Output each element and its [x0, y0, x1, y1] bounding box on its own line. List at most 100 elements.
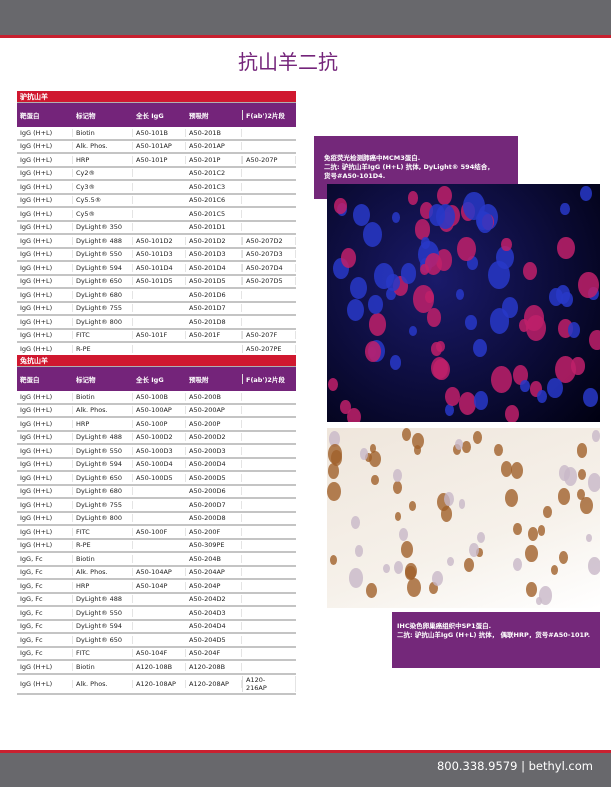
table-cell: IgG, Fc — [17, 568, 73, 577]
table-cell: A50-201D1 — [186, 223, 242, 232]
table-cell: IgG (H+L) — [17, 433, 73, 442]
table-row: IgG (H+L) DyLight® 680 A50-200D6 — [17, 486, 296, 499]
table-cell: IgG (H+L) — [17, 487, 73, 496]
table-row: IgG (H+L) DyLight® 350 A50-201D1 — [17, 222, 296, 235]
table-cell: HRP — [73, 155, 133, 164]
cell-nucleus — [458, 499, 466, 509]
section-title: 兔抗山羊 — [17, 355, 296, 367]
table-cell: A50-100D3 — [133, 446, 186, 455]
table-row: IgG (H+L) FITC A50-101F A50-201F A50-207F — [17, 330, 296, 343]
cell-nucleus — [364, 340, 382, 362]
cell-nucleus — [371, 474, 379, 485]
cell-nucleus — [463, 557, 475, 573]
table-cell: DyLight® 594 — [73, 460, 133, 469]
table-cell: Biotin — [73, 392, 133, 401]
cell-nucleus — [407, 578, 422, 598]
cell-nucleus — [365, 582, 377, 599]
table-cell: A120-208B — [186, 662, 242, 671]
table-cell: A50-201D3 — [186, 250, 242, 259]
table-cell: A50-200D4 — [186, 460, 242, 469]
cell-nucleus — [472, 430, 483, 445]
cell-nucleus — [425, 252, 443, 275]
table-cell: A50-100AP — [133, 406, 186, 415]
table-cell: A50-200D7 — [186, 500, 242, 509]
table-cell: A50-207PE — [242, 344, 296, 353]
table-row: IgG (H+L) Alk. Phos. A50-101AP A50-201AP — [17, 141, 296, 154]
table-cell: A50-204D5 — [186, 635, 242, 644]
section-title: 驴抗山羊 — [17, 91, 296, 103]
page-title: 抗山羊二抗 — [238, 50, 338, 74]
table-row: IgG (H+L) DyLight® 800 A50-201D8 — [17, 316, 296, 330]
cell-nucleus — [365, 453, 372, 463]
table-cell: FITC — [73, 527, 133, 536]
cell-nucleus — [472, 338, 487, 357]
table-cell: IgG (H+L) — [17, 541, 73, 550]
table-cell: A50-204D2 — [186, 595, 242, 604]
table-cell: DyLight® 550 — [73, 608, 133, 617]
table-cell: DyLight® 488 — [73, 595, 133, 604]
table-cell: IgG (H+L) — [17, 392, 73, 401]
table-cell: A50-201D5 — [186, 277, 242, 286]
table-cell: A50-200D5 — [186, 473, 242, 482]
cell-nucleus — [580, 185, 593, 201]
cell-nucleus — [476, 531, 485, 543]
cell-nucleus — [398, 528, 408, 542]
cell-nucleus — [359, 447, 369, 460]
table-cell: A50-204AP — [186, 568, 242, 577]
table-row: IgG (H+L) FITC A50-100F A50-200F — [17, 526, 296, 540]
cell-nucleus — [505, 488, 519, 508]
table-cell: A50-200P — [186, 419, 242, 428]
table-cell: A120-216AP — [242, 675, 296, 692]
cell-nucleus — [436, 185, 452, 206]
table-row: IgG (H+L) Alk. Phos. A120-108AP A120-208AP A… — [17, 675, 296, 695]
table-cell: R-PE — [73, 344, 133, 353]
table-row: IgG (H+L) DyLight® 488 A50-101D2 A50-201D2 A… — [17, 235, 296, 249]
table-cell: HRP — [73, 581, 133, 590]
caption-line: IHC染色卵巢癌组织中SP1蛋白. — [397, 622, 492, 630]
cell-nucleus — [393, 560, 404, 575]
table-row: IgG (H+L) Alk. Phos. A50-100AP A50-200AP — [17, 405, 296, 418]
cell-nucleus — [462, 441, 471, 454]
table-cell: DyLight® 680 — [73, 290, 133, 299]
table-cell: IgG, Fc — [17, 635, 73, 644]
table-row: IgG (H+L) Cy5.5® A50-201C6 — [17, 195, 296, 208]
cell-nucleus — [431, 341, 443, 357]
table-row: IgG (H+L) DyLight® 650 A50-101D5 A50-201D5 A… — [17, 276, 296, 289]
table-row: IgG (H+L) Biotin A50-100B A50-200B — [17, 391, 296, 405]
footer-divider — [0, 750, 611, 753]
cell-nucleus — [400, 263, 417, 284]
cell-nucleus — [526, 582, 537, 597]
cell-nucleus — [577, 488, 586, 500]
table-cell: A50-204B — [186, 554, 242, 563]
table-cell: A50-204D3 — [186, 608, 242, 617]
table-cell: IgG (H+L) — [17, 304, 73, 313]
cell-nucleus — [429, 582, 438, 594]
table-cell: DyLight® 488 — [73, 236, 133, 245]
table-cell: A50-201C2 — [186, 169, 242, 178]
cell-nucleus — [465, 314, 477, 330]
cell-nucleus — [571, 357, 585, 375]
table-cell: A50-207D5 — [242, 277, 296, 286]
table-cell: A50-104F — [133, 649, 186, 658]
table-cell: A50-101AP — [133, 142, 186, 151]
table-cell: A50-204D4 — [186, 622, 242, 631]
table-row: IgG (H+L) DyLight® 680 A50-201D6 — [17, 289, 296, 303]
donkey-anti-goat-table: 驴抗山羊 靶蛋白 标记物 全长 IgG 预吸附 F(ab')2片段 IgG (H+L) Bio… — [17, 91, 296, 357]
column-header-row: 靶蛋白 标记物 全长 IgG 预吸附 F(ab')2片段 — [17, 103, 296, 127]
cell-nucleus — [578, 468, 587, 480]
table-cell: IgG (H+L) — [17, 209, 73, 218]
table-cell: A50-207D2 — [242, 236, 296, 245]
column-header: 预吸附 — [189, 376, 209, 384]
cell-nucleus — [369, 450, 382, 468]
table-cell: IgG (H+L) — [17, 344, 73, 353]
table-cell: FITC — [73, 649, 133, 658]
cell-nucleus — [444, 386, 460, 407]
column-header: F(ab')2片段 — [242, 110, 296, 120]
table-cell: A50-200D3 — [186, 446, 242, 455]
cell-nucleus — [504, 404, 519, 422]
table-cell: DyLight® 650 — [73, 277, 133, 286]
table-cell: A50-100B — [133, 392, 186, 401]
table-row: IgG, Fc Biotin A50-204B — [17, 553, 296, 567]
table-cell: IgG, Fc — [17, 608, 73, 617]
table-cell: IgG, Fc — [17, 649, 73, 658]
